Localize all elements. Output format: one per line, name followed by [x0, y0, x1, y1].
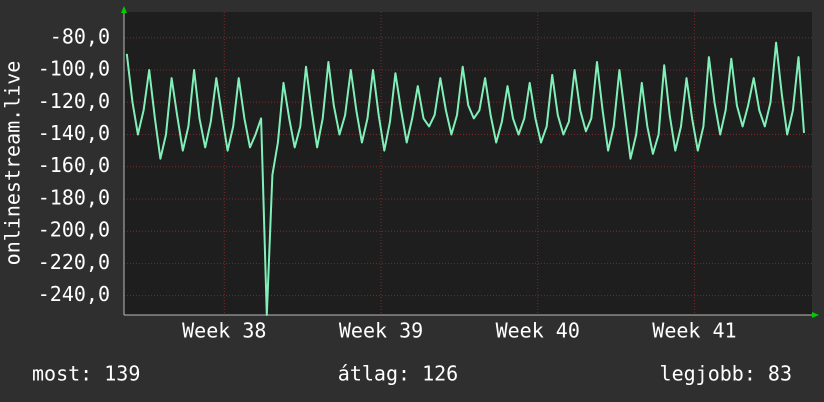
y-tick-label: -140,0: [38, 121, 110, 145]
y-tick-label: -120,0: [38, 89, 110, 113]
x-tick-label: Week 38: [182, 319, 266, 343]
plot-area: [124, 12, 812, 315]
y-tick-label: -240,0: [38, 282, 110, 306]
y-axis-label: onlinestream.live: [1, 61, 25, 266]
axis-arrow: [121, 6, 127, 13]
stat-current: most: 139: [32, 362, 140, 386]
y-tick-label: -160,0: [38, 153, 110, 177]
y-tick-label: -180,0: [38, 185, 110, 209]
x-tick-label: Week 39: [339, 319, 423, 343]
stat-average: átlag: 126: [338, 362, 458, 386]
y-tick-label: -100,0: [38, 57, 110, 81]
x-tick-label: Week 40: [496, 319, 580, 343]
y-tick-label: -80,0: [50, 24, 110, 48]
axis-arrow: [812, 312, 819, 318]
series-line: [125, 41, 805, 316]
y-tick-label: -220,0: [38, 250, 110, 274]
x-tick-label: Week 41: [652, 319, 736, 343]
stat-best: legjobb: 83: [660, 362, 792, 386]
y-tick-label: -200,0: [38, 218, 110, 242]
